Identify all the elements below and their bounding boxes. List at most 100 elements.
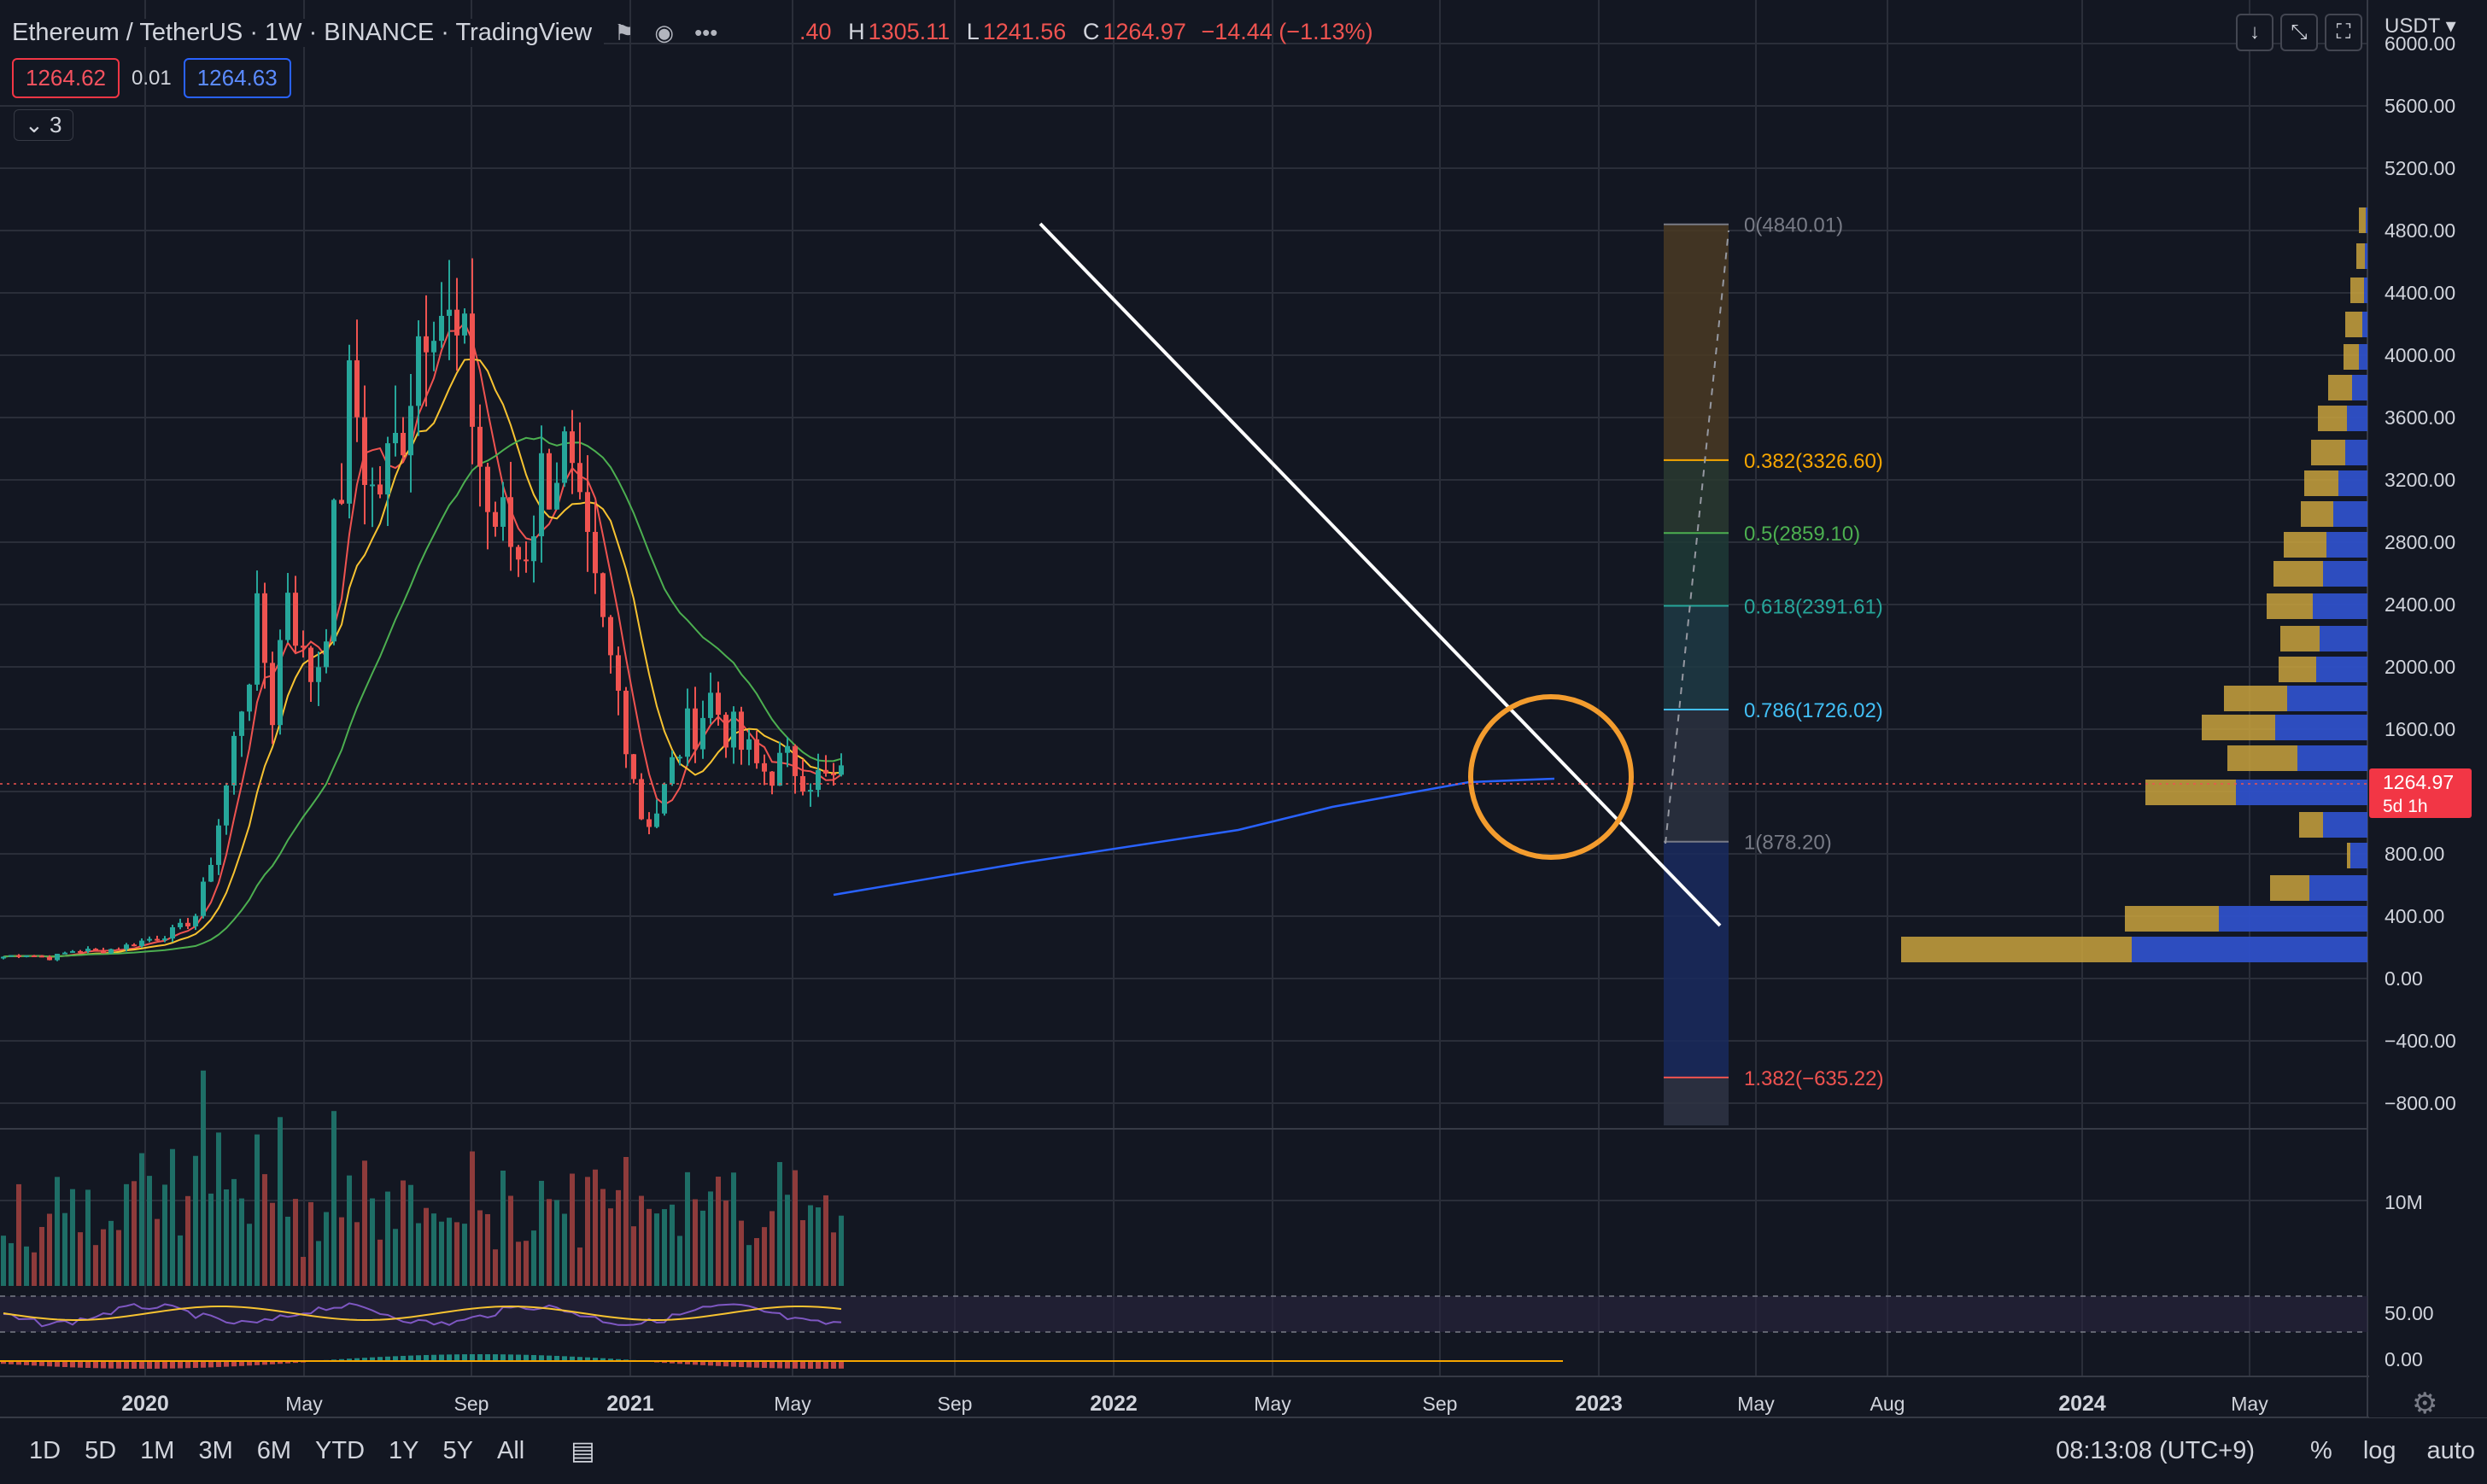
volume-profile-bar-up [2301,501,2333,527]
low-value: 1241.56 [982,19,1067,44]
volume-bar [262,1174,267,1286]
volume-bar [531,1230,536,1286]
current-price-label: 1264.97 [2383,771,2454,793]
macd-histogram-bar [677,1361,682,1364]
symbol-title[interactable]: Ethereum / TetherUS · 1W · BINANCE · Tra… [0,18,605,47]
timeframe-all[interactable]: All [497,1436,525,1464]
arrow-down-icon[interactable]: ↓ [2236,14,2273,51]
volume-bar [147,1176,152,1286]
time-axis[interactable]: 2020 May Sep 2021 May Sep 2022 May Sep 2023 May Aug… [121,1392,2268,1416]
macd-histogram-bar [524,1354,529,1362]
sell-button[interactable]: 1264.62 [12,58,120,98]
auto-scale-button[interactable]: auto [2426,1436,2475,1464]
percent-scale-button[interactable]: % [2310,1436,2332,1464]
macd-histogram-bar [746,1361,752,1368]
candle-body [593,531,598,574]
timeframe-1y[interactable]: 1Y [389,1436,419,1464]
macd-histogram-bar [685,1361,690,1364]
macd-histogram-bar [147,1361,152,1369]
candle-body [278,640,283,726]
volume-bar [516,1242,521,1286]
volume-bar [308,1201,313,1286]
candle-body [785,745,790,753]
volume-profile-bar-up [2359,207,2366,233]
collapse-icon[interactable]: ⤡ [2280,14,2318,51]
flag-icon[interactable]: ⚑ [614,19,635,45]
macd-histogram-bar [823,1361,828,1369]
timeframe-3m[interactable]: 3M [198,1436,233,1464]
fullscreen-icon[interactable]: ⛶ [2325,14,2362,51]
timeframe-ytd[interactable]: YTD [315,1436,366,1464]
volume-profile-bar-down [2309,875,2367,901]
volume-bar [454,1222,459,1286]
sma-200-line [833,777,1555,897]
volume-bar [616,1189,621,1286]
macd-histogram-bar [739,1361,744,1368]
time-tick-label: Sep [938,1393,973,1415]
timeframe-5y[interactable]: 5Y [442,1436,474,1464]
volume-bar [554,1200,559,1286]
price-axis[interactable]: 6000.00 5600.00 5200.00 4800.00 4400.00 4000.… [2369,0,2487,1417]
timeframe-1d[interactable]: 1D [29,1436,61,1464]
macd-histogram-bar [78,1361,83,1368]
volume-profile-bar-up [2284,532,2326,558]
currency-label[interactable]: USDT ▾ [2385,15,2456,38]
volume-profile-bar-down [2275,715,2367,740]
macd-histogram-bar [485,1354,490,1362]
volume-profile-bar-down [2297,745,2367,771]
macd-histogram-bar [577,1357,582,1362]
macd-histogram-bar [708,1361,713,1366]
volume-bar [32,1252,37,1286]
macd-histogram-bar [723,1361,729,1367]
macd-histogram-bar [70,1361,75,1368]
candle-body [147,938,152,941]
timeframe-1m[interactable]: 1M [140,1436,175,1464]
buy-button[interactable]: 1264.63 [183,58,291,98]
fib-zone [1664,710,1729,842]
candle-body [677,757,682,759]
timeframe-5d[interactable]: 5D [85,1436,117,1464]
price-tick-label: 2400.00 [2385,593,2455,616]
volume-bar [370,1198,375,1286]
macd-histogram-bar [377,1357,383,1362]
macd-histogram-bar [508,1354,513,1362]
volume-bar [570,1173,575,1286]
volume-bar [777,1161,782,1286]
macd-histogram-bar [62,1361,67,1368]
candle-body [462,313,467,336]
clock[interactable]: 08:13:08 (UTC+9) [2056,1436,2255,1464]
macd-histogram-bar [439,1354,444,1362]
volume-profile-bar-up [2273,561,2323,587]
volume-bar [362,1160,367,1286]
candle-body [616,655,621,691]
calendar-icon[interactable]: ▤ [571,1436,595,1465]
timeframe-6m[interactable]: 6M [256,1436,292,1464]
gear-icon[interactable]: ⚙ [2412,1388,2438,1420]
candle-body [139,940,144,947]
volume-bar [162,1184,167,1286]
candle-body [647,819,652,827]
candle-body [623,690,629,755]
eye-icon[interactable]: ◉ [654,19,675,45]
macd-histogram-bar [408,1355,413,1362]
macd-histogram-bar [731,1361,736,1367]
close-value: 1264.97 [1103,19,1186,44]
volume-profile-bar-up [2279,657,2316,682]
macd-histogram-bar [270,1361,275,1364]
highlight-circle [1468,694,1634,860]
log-scale-button[interactable]: log [2362,1436,2396,1464]
indicators-toggle[interactable]: ⌄ 3 [14,109,73,141]
volume-bar [623,1157,629,1286]
time-tick-label: May [774,1393,811,1415]
candle-body [585,492,590,532]
candle-body [723,715,729,748]
time-tick-label: May [1254,1393,1291,1415]
macd-histogram-bar [385,1356,390,1362]
macd-histogram-bar [839,1361,844,1369]
volume-bar [608,1208,613,1286]
volume-profile-bar-up [1901,937,2132,962]
more-icon[interactable]: ••• [694,19,718,45]
candle-body [777,752,782,786]
candle-body [316,667,321,682]
